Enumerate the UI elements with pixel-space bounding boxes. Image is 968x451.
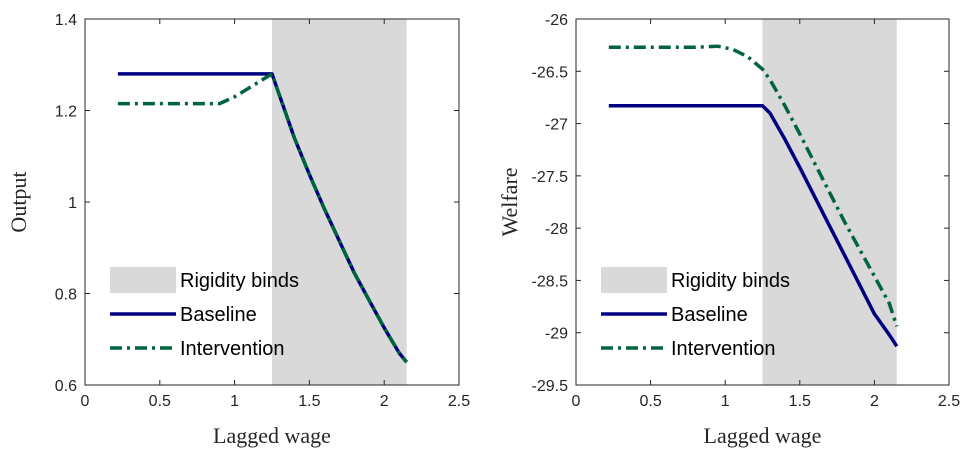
y-tick-label: -28.5	[532, 273, 569, 290]
x-tick-label: 0	[572, 393, 581, 410]
y-tick-label: 1	[68, 195, 77, 212]
y-tick-label: 0.6	[55, 378, 77, 395]
legend-label: Intervention	[671, 338, 776, 360]
y-tick-label: 1.2	[55, 104, 77, 121]
series-line-intervention	[608, 44, 899, 327]
x-tick-label: 2.5	[448, 393, 470, 410]
y-tick-label: 1.4	[55, 12, 77, 29]
x-tick-label: 1	[230, 393, 239, 410]
legend: Rigidity binds Baseline Intervention	[601, 267, 790, 360]
legend-label: Rigidity binds	[180, 270, 299, 292]
legend: Rigidity binds Baseline Intervention	[110, 267, 299, 360]
legend-label: Baseline	[671, 304, 748, 326]
chart-panel-welfare: 0 0.5 1 1.5 2 2.5 -29.5 -29 -28.5 -28 -27.5 -27 -26.…	[497, 12, 960, 448]
x-tick-label: 0.5	[149, 393, 171, 410]
series-line-baseline	[608, 104, 899, 348]
legend-label: Rigidity binds	[671, 270, 790, 292]
y-tick-label: 0.8	[55, 287, 77, 304]
y-axis-label: Welfare	[497, 167, 522, 236]
y-tick-label: -26	[545, 12, 568, 29]
y-axis-label: Output	[6, 171, 31, 232]
y-tick-label: -28	[545, 221, 568, 238]
legend-label: Baseline	[180, 304, 257, 326]
x-tick-label: 1	[721, 393, 730, 410]
legend-swatch-rigidity-binds	[110, 267, 176, 293]
x-tick-label: 1.5	[789, 393, 811, 410]
legend-swatch-rigidity-binds	[601, 267, 667, 293]
y-tick-label: -27	[545, 117, 568, 134]
legend-label: Intervention	[180, 338, 285, 360]
x-tick-label: 2.5	[938, 393, 960, 410]
x-tick-label: 0.5	[639, 393, 661, 410]
y-tick-label: -29.5	[532, 378, 569, 395]
x-tick-label: 0	[81, 393, 90, 410]
y-tick-label: -29	[545, 326, 568, 343]
x-axis-label: Lagged wage	[704, 423, 822, 448]
x-tick-label: 2	[380, 393, 389, 410]
x-tick-label: 2	[870, 393, 879, 410]
chart-panel-output: 0 0.5 1 1.5 2 2.5 0.6 0.8 1 1.2 1.4 Lagged wage Outp…	[6, 12, 470, 448]
y-tick-label: -26.5	[532, 64, 569, 81]
rigidity-shaded-region	[762, 19, 897, 385]
x-axis-label: Lagged wage	[213, 423, 331, 448]
axes-box	[575, 18, 950, 386]
rigidity-shaded-region	[272, 19, 407, 385]
x-tick-label: 1.5	[298, 393, 320, 410]
y-tick-label: -27.5	[532, 169, 569, 186]
series-line-intervention	[117, 72, 408, 364]
